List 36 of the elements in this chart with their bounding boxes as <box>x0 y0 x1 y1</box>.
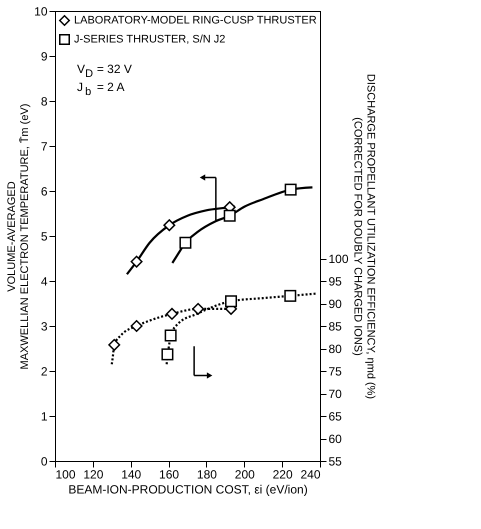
y-tick-label: 8 <box>40 94 48 108</box>
y2-tick-label: 60 <box>328 432 342 446</box>
y2-tick-label: 90 <box>328 297 342 311</box>
y-tick-label: 0 <box>40 454 48 468</box>
x-tick-label: 100 <box>56 468 76 482</box>
y2-tick-label: 100 <box>328 252 349 266</box>
legend-label: J-SERIES THRUSTER, S/N J2 <box>74 34 226 46</box>
y2-tick-label: 85 <box>328 320 342 334</box>
y-tick-label: 5 <box>40 230 48 244</box>
y-tick-label: 1 <box>40 410 48 424</box>
y-tick-label: 3 <box>40 320 48 334</box>
y2-tick-label: 95 <box>328 274 342 288</box>
x-tick-label: 160 <box>159 468 180 482</box>
y2-tick-label: 75 <box>328 364 342 378</box>
y2-tick-label: 70 <box>328 387 342 401</box>
annotation: VD = 32 V <box>77 62 132 80</box>
y-tick-label: 6 <box>40 184 48 198</box>
x-tick-label: 120 <box>83 468 104 482</box>
x-tick-label: 140 <box>121 468 142 482</box>
y-axis-title: VOLUME-AVERAGED MAXWELLIAN ELECTRON TEMPERATURE, T̄m (eV) <box>6 104 32 370</box>
y-tick-label: 2 <box>40 364 48 378</box>
x-tick-label: 200 <box>234 468 256 482</box>
y2-axis-title: DISCHARGE PROPELLANT UTILIZATION EFFICIENCY, ηmd (%) (CORRECTED FOR DOUBLY CHARGED IONS) <box>352 74 377 400</box>
annotation: Jb = 2 A <box>77 80 125 98</box>
y2-tick-label: 55 <box>328 454 342 468</box>
y-tick-label: 4 <box>40 274 48 288</box>
y2-tick-label: 65 <box>328 410 342 424</box>
x-axis-title: BEAM-ION-PRODUCTION COST, εi (eV/ion) <box>68 482 308 496</box>
y-tick-label: 10 <box>34 4 48 18</box>
x-tick-label: 240 <box>300 468 321 482</box>
x-tick-label: 180 <box>196 468 218 482</box>
x-tick-label: 220 <box>272 468 293 482</box>
y-tick-label: 7 <box>40 140 48 154</box>
legend-label: LABORATORY-MODEL RING-CUSP THRUSTER <box>74 14 317 26</box>
y2-tick-label: 80 <box>328 342 342 356</box>
y-tick-label: 9 <box>40 50 48 64</box>
